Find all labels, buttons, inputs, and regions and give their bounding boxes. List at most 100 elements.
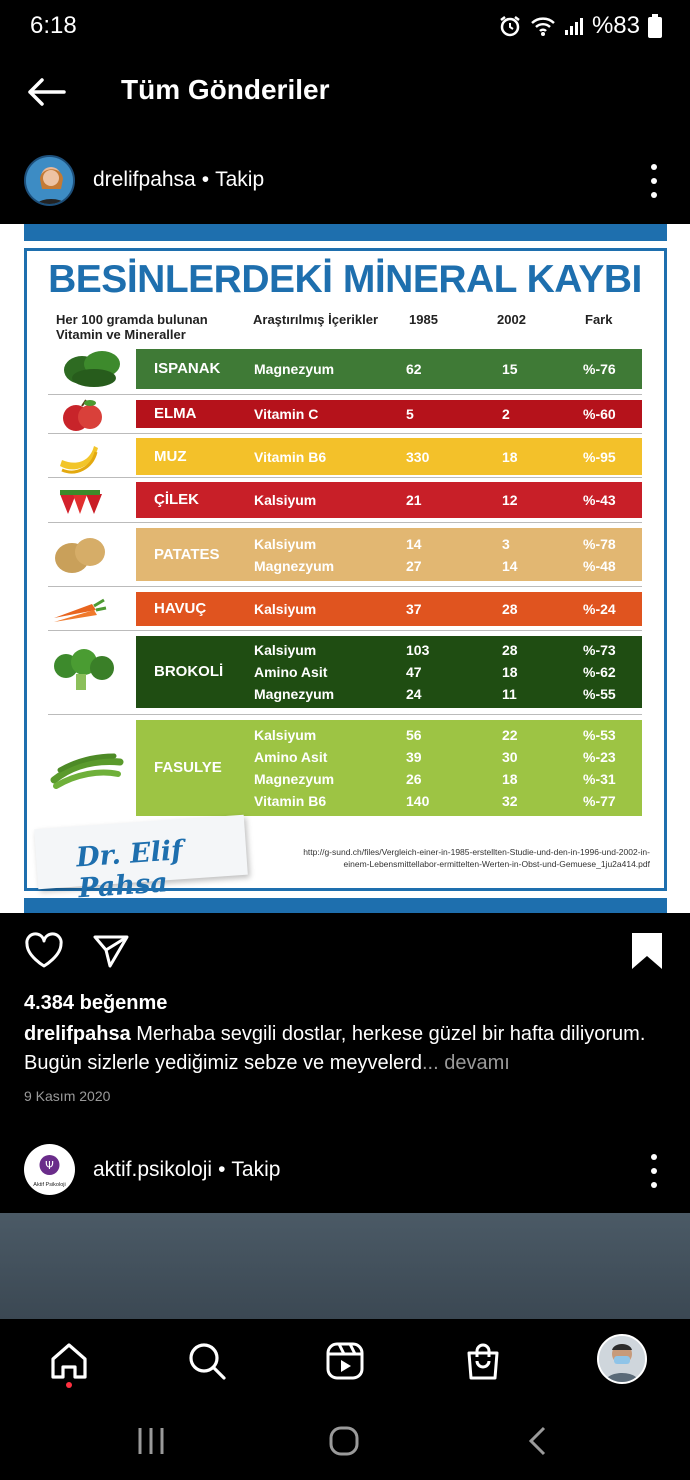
separator-dot: • <box>201 168 210 191</box>
nav-search[interactable] <box>185 1339 229 1383</box>
system-back-button[interactable] <box>526 1425 548 1462</box>
row-separator <box>48 394 642 395</box>
nutrient-name: Vitamin B6 <box>254 448 327 465</box>
nutrient-value-1985: 39 <box>406 749 422 765</box>
arrow-left-icon <box>28 78 66 106</box>
nutrient-value-1985: 14 <box>406 535 422 552</box>
food-name: ISPANAK <box>154 360 221 377</box>
page-title: Tüm Gönderiler <box>121 74 330 105</box>
nav-home[interactable] <box>47 1339 91 1383</box>
post-image[interactable]: BESİNLERDEKİ MİNERAL KAYBI Her 100 gramd… <box>0 224 690 913</box>
post-username[interactable]: drelifpahsa <box>93 168 196 191</box>
nutrient-value-2002: 15 <box>502 361 518 377</box>
food-name: HAVUÇ <box>154 600 207 617</box>
row-separator <box>48 522 642 523</box>
recent-apps-button[interactable] <box>137 1425 165 1462</box>
row-separator <box>48 630 642 631</box>
shopping-bag-icon <box>467 1343 499 1380</box>
food-row: PATATES Kalsiyum 14 3 %-78 Magnezyum 27 14 %-48 <box>136 528 642 581</box>
svg-text:Ψ: Ψ <box>45 1159 54 1172</box>
nav-reels[interactable] <box>323 1339 367 1383</box>
nutrient-name: Vitamin B6 <box>254 793 327 809</box>
app-header: Tüm Gönderiler <box>0 56 690 128</box>
nutrient-value-2002: 22 <box>502 727 518 743</box>
nutrient-value-2002: 28 <box>502 642 518 658</box>
row-separator <box>48 586 642 587</box>
nutrient-value-1985: 103 <box>406 642 430 658</box>
save-button[interactable] <box>631 932 663 975</box>
follow-button[interactable]: Takip <box>215 168 265 191</box>
nutrient-diff: %-62 <box>583 664 616 680</box>
strawberry-icon <box>60 490 102 514</box>
food-row: ISPANAK Magnezyum 62 15 %-76 <box>136 349 642 389</box>
row-separator <box>48 714 642 715</box>
profile-avatar-image <box>599 1336 645 1382</box>
nutrient-diff: %-55 <box>583 686 616 702</box>
nutrient-name: Kalsiyum <box>254 727 317 743</box>
food-row: MUZ Vitamin B6 330 18 %-95 <box>136 438 642 475</box>
food-row: FASULYE Kalsiyum 56 22 %-53 Amino Asit 39 30 %-2… <box>136 720 642 816</box>
nutrient-value-1985: 37 <box>406 601 422 617</box>
avatar[interactable]: Ψ Aktif Psikoloji <box>24 1144 75 1195</box>
row-separator <box>48 477 642 478</box>
nav-shop[interactable] <box>461 1339 505 1383</box>
signal-icon <box>564 18 583 35</box>
search-icon <box>189 1343 226 1380</box>
carrot-icon <box>54 598 107 622</box>
more-options-button[interactable] <box>646 1154 662 1188</box>
like-button[interactable] <box>24 932 64 975</box>
nutrient-name: Magnezyum <box>254 686 335 702</box>
bookmark-icon <box>632 933 662 969</box>
header-diff: Fark <box>585 312 613 327</box>
nutrient-value-1985: 26 <box>406 771 422 787</box>
nutrient-value-2002: 3 <box>502 535 510 552</box>
separator-dot: • <box>218 1158 226 1181</box>
nutrient-value-1985: 330 <box>406 448 430 465</box>
nutrient-value-1985: 21 <box>406 492 422 508</box>
nutrient-name: Kalsiyum <box>254 601 317 617</box>
nutrient-diff: %-48 <box>583 557 616 574</box>
avatar[interactable] <box>24 155 75 206</box>
nav-profile[interactable] <box>597 1334 647 1384</box>
caption-more-link[interactable]: ... devamı <box>421 1052 510 1074</box>
home-system-button[interactable] <box>328 1425 360 1462</box>
back-button[interactable] <box>24 72 68 112</box>
nutrient-diff: %-76 <box>583 361 616 377</box>
more-icon-dot <box>651 178 657 184</box>
banana-icon <box>60 446 98 474</box>
bottom-nav <box>0 1319 690 1401</box>
nutrient-diff: %-53 <box>583 727 616 743</box>
post-username[interactable]: aktif.psikoloji <box>93 1158 213 1181</box>
food-name: MUZ <box>154 447 187 465</box>
nutrient-value-2002: 32 <box>502 793 518 809</box>
nutrient-diff: %-24 <box>583 601 616 617</box>
nutrient-name: Kalsiyum <box>254 492 317 508</box>
share-button[interactable] <box>92 932 130 975</box>
potato-icon <box>55 538 105 573</box>
nutrient-diff: %-77 <box>583 793 616 809</box>
follow-button[interactable]: Takip <box>231 1158 281 1181</box>
caption-username[interactable]: drelifpahsa <box>24 1023 131 1045</box>
nutrient-value-2002: 12 <box>502 492 518 508</box>
apple-icon <box>63 399 102 431</box>
like-count[interactable]: 4.384 beğenme <box>24 992 168 1014</box>
more-options-button[interactable] <box>646 164 662 198</box>
more-icon-dot <box>651 1154 657 1160</box>
nutrient-value-2002: 2 <box>502 406 510 422</box>
nutrient-name: Kalsiyum <box>254 642 317 658</box>
post-image[interactable] <box>0 1213 690 1319</box>
header-2002: 2002 <box>497 312 526 327</box>
nutrient-value-1985: 47 <box>406 664 422 680</box>
food-name: ÇİLEK <box>154 491 199 508</box>
caption-text: Merhaba sevgili dostlar, herkese güzel b… <box>24 1023 646 1074</box>
green-beans-icon <box>50 753 124 789</box>
recent-apps-icon <box>138 1428 164 1454</box>
nutrient-name: Magnezyum <box>254 361 335 377</box>
nutrient-diff: %-43 <box>583 492 616 508</box>
post-header: drelifpahsa • Takip <box>0 150 690 212</box>
post-actions <box>0 928 690 978</box>
battery-icon <box>648 14 662 38</box>
nutrient-value-1985: 140 <box>406 793 430 809</box>
battery-percent: %83 <box>591 12 640 39</box>
reels-icon <box>326 1342 364 1380</box>
